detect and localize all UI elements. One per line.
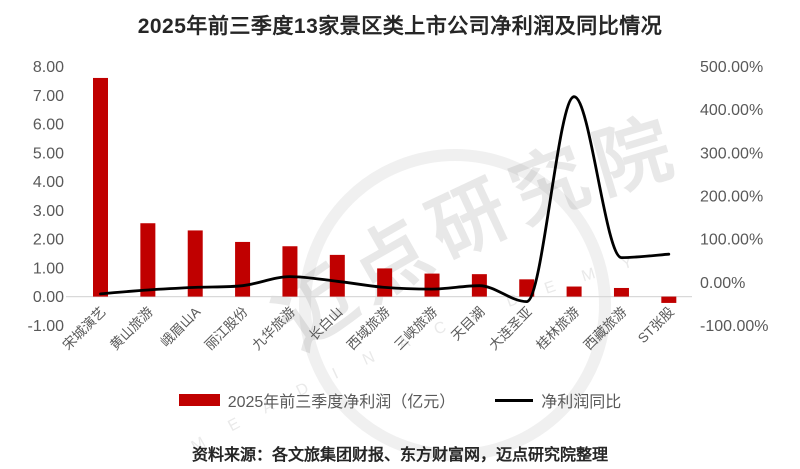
right-axis-tick: 500.00% — [700, 59, 763, 76]
right-axis-tick: 100.00% — [700, 232, 763, 249]
category-label: 三峡旅游 — [391, 304, 440, 353]
category-label: 天目湖 — [448, 304, 487, 343]
left-axis-tick: 4.00 — [33, 174, 64, 191]
bar — [424, 273, 440, 297]
category-label: 西域旅游 — [344, 304, 393, 353]
source-note: 资料来源：各文旅集团财报、东方财富网，迈点研究院整理 — [191, 447, 608, 464]
left-axis-tick: 8.00 — [33, 59, 64, 76]
right-axis-tick: 0.00% — [700, 275, 745, 292]
legend-line-swatch — [495, 398, 534, 402]
bar — [329, 254, 345, 297]
yoy-line — [99, 95, 671, 304]
left-axis-tick: -1.00 — [28, 318, 65, 335]
left-axis-tick: 1.00 — [33, 260, 64, 277]
right-axis-tick: 300.00% — [700, 145, 763, 162]
chart-title: 2025年前三季度13家景区类上市公司净利润及同比情况 — [137, 15, 663, 38]
left-axis-tick: 2.00 — [33, 232, 64, 249]
category-label: 长白山 — [306, 304, 345, 343]
bar — [140, 223, 156, 297]
category-label: 九华旅游 — [249, 304, 298, 353]
category-label: 峨眉山A — [158, 304, 204, 350]
bar — [519, 279, 535, 297]
bar — [282, 246, 298, 297]
bar — [566, 286, 582, 297]
bar — [613, 287, 629, 297]
category-label: 黄山旅游 — [107, 304, 156, 353]
bar — [235, 241, 251, 297]
chart-legend: 2025年前三季度净利润（亿元） 净利润同比 — [0, 388, 800, 412]
legend-bar-swatch — [178, 394, 220, 406]
category-label: 丽江股份 — [202, 304, 251, 353]
legend-label-yoy: 净利润同比 — [541, 394, 622, 411]
legend-item-net-profit: 2025年前三季度净利润（亿元） — [178, 388, 456, 412]
bar — [93, 77, 108, 297]
left-axis-tick: 7.00 — [33, 88, 64, 105]
left-axis-tick: 5.00 — [33, 145, 64, 162]
category-label: ST张股 — [635, 304, 677, 346]
left-axis-tick: 6.00 — [33, 117, 64, 134]
legend-item-yoy: 净利润同比 — [495, 388, 621, 412]
right-axis-tick: 200.00% — [700, 189, 763, 206]
bar — [187, 230, 203, 297]
watermark-circle — [299, 149, 611, 461]
category-label: 西藏旅游 — [581, 304, 630, 353]
bar — [661, 296, 677, 303]
category-label: 桂林旅游 — [533, 304, 582, 353]
category-label: 大连圣亚 — [486, 304, 535, 353]
category-label: 宋城演艺 — [60, 304, 109, 353]
right-axis-tick: 400.00% — [700, 102, 763, 119]
bar — [377, 268, 393, 297]
legend-label-net-profit: 2025年前三季度净利润（亿元） — [227, 394, 456, 411]
left-axis-tick: 0.00 — [33, 289, 64, 306]
right-axis-tick: -100.00% — [700, 318, 769, 335]
left-axis-tick: 3.00 — [33, 203, 64, 220]
